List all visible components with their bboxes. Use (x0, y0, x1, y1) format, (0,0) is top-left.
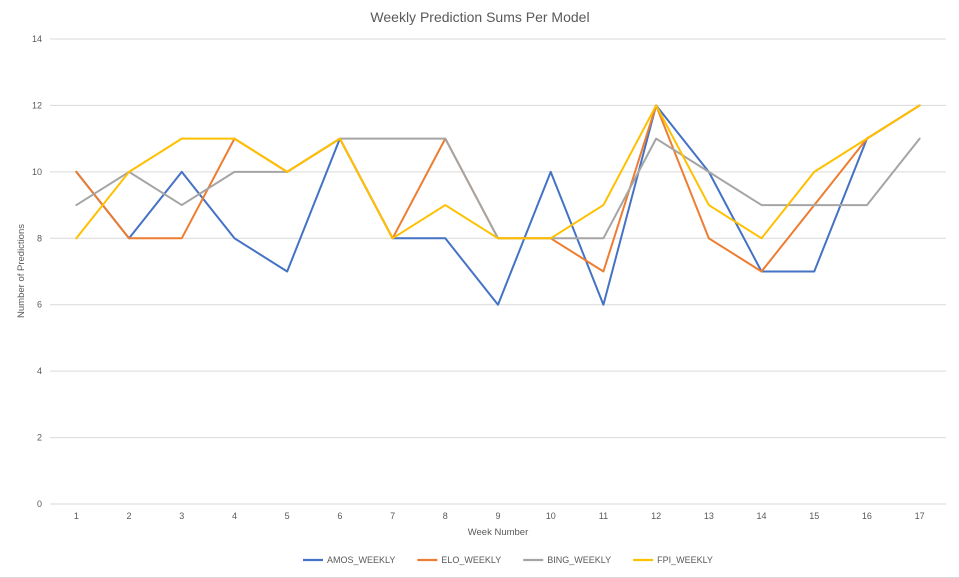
x-tick-label: 3 (179, 511, 184, 521)
x-tick-label: 2 (127, 511, 132, 521)
y-tick-label: 4 (37, 366, 42, 376)
y-tick-label: 0 (37, 499, 42, 509)
y-tick-label: 2 (37, 433, 42, 443)
series-line-amos-weekly (75, 104, 921, 306)
series-line-elo-weekly (75, 104, 921, 273)
y-tick-label: 8 (37, 233, 42, 243)
series-line-fpi-weekly (75, 104, 921, 240)
y-tick-label: 10 (32, 167, 42, 177)
series-lines (75, 104, 921, 306)
legend-label: AMOS_WEEKLY (327, 555, 395, 565)
x-tick-label: 1 (74, 511, 79, 521)
chart-title: Weekly Prediction Sums Per Model (370, 9, 589, 25)
x-tick-label: 13 (704, 511, 714, 521)
x-axis-ticks: 1 2 3 4 5 6 7 8 9 10 11 12 13 14 15 16 17 (74, 511, 925, 521)
series-line-bing-weekly (75, 137, 921, 240)
x-tick-label: 9 (495, 511, 500, 521)
x-axis-title: Week Number (468, 527, 529, 538)
x-tick-label: 12 (651, 511, 661, 521)
y-tick-label: 6 (37, 300, 42, 310)
x-tick-label: 16 (862, 511, 872, 521)
y-tick-label: 12 (32, 100, 42, 110)
y-axis-title: Number of Predictions (16, 224, 27, 318)
legend-item-fpi-weekly: FPI_WEEKLY (633, 555, 713, 565)
legend-label: FPI_WEEKLY (657, 555, 713, 565)
x-tick-label: 5 (285, 511, 290, 521)
y-tick-label: 14 (32, 34, 42, 44)
x-tick-label: 17 (915, 511, 925, 521)
legend-label: BING_WEEKLY (547, 555, 611, 565)
x-tick-label: 4 (232, 511, 237, 521)
y-axis-ticks: 0 2 4 6 8 10 12 14 (32, 34, 42, 509)
x-tick-label: 10 (546, 511, 556, 521)
legend-item-bing-weekly: BING_WEEKLY (523, 555, 611, 565)
legend-label: ELO_WEEKLY (441, 555, 501, 565)
x-tick-label: 11 (599, 511, 608, 521)
legend-item-elo-weekly: ELO_WEEKLY (417, 555, 501, 565)
legend-item-amos-weekly: AMOS_WEEKLY (303, 555, 395, 565)
x-tick-label: 7 (390, 511, 395, 521)
x-tick-label: 8 (443, 511, 448, 521)
x-tick-label: 15 (809, 511, 819, 521)
legend: AMOS_WEEKLY ELO_WEEKLY BING_WEEKLY FPI_WEEK… (303, 555, 713, 565)
x-tick-label: 14 (757, 511, 767, 521)
x-tick-label: 6 (337, 511, 342, 521)
